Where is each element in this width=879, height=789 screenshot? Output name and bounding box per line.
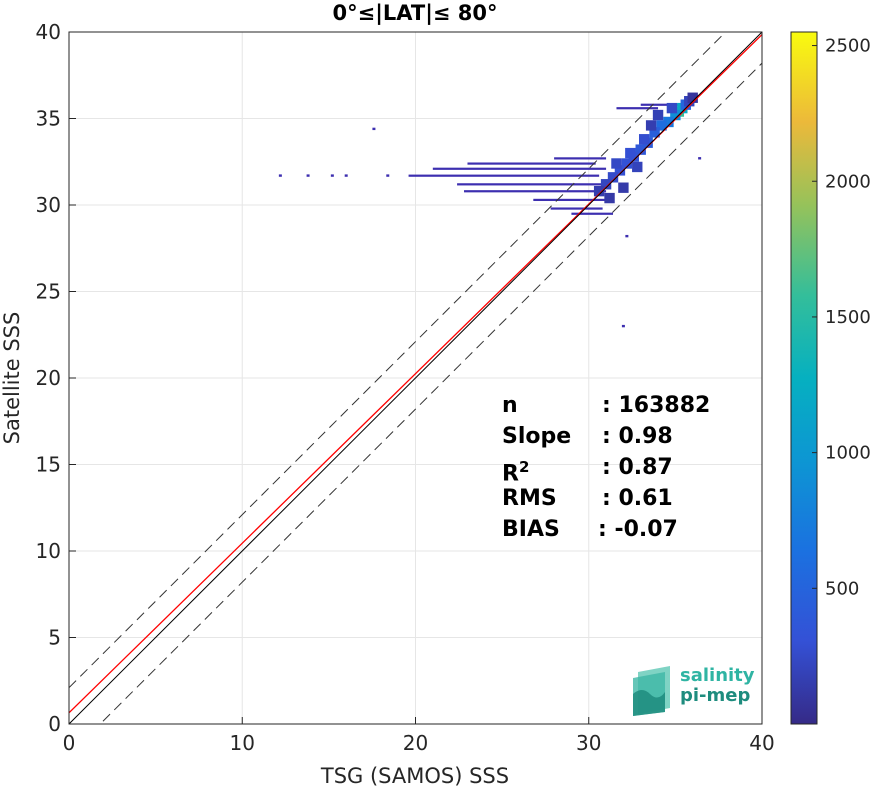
y-tick-label: 0	[48, 712, 61, 736]
density-cell	[663, 116, 674, 128]
density-cell	[666, 102, 678, 114]
stat-value: : -0.07	[598, 517, 678, 542]
stat-key: BIAS	[502, 517, 560, 542]
y-axis-title: Satellite SSS	[0, 312, 24, 445]
identity-line	[69, 32, 762, 724]
density-streak	[550, 207, 603, 210]
density-streak	[432, 167, 607, 170]
density-point	[306, 174, 310, 177]
stat-key-sup: 2	[518, 458, 530, 476]
density-streak	[408, 174, 600, 177]
stat-value: : 0.87	[602, 455, 673, 480]
logo-text-line2: pi-mep	[680, 685, 751, 706]
density-cell	[604, 192, 615, 204]
logo-text-line1: salinity	[680, 665, 755, 686]
density-cell	[649, 127, 660, 138]
colorbar-tick-label: 1000	[825, 443, 871, 464]
stat-value: : 163882	[602, 393, 711, 418]
y-tick-label: 5	[48, 626, 61, 650]
density-streak	[571, 212, 614, 215]
density-point	[625, 234, 629, 238]
density-point	[330, 174, 334, 177]
wave-logo-icon	[633, 666, 670, 716]
density-point	[278, 174, 282, 177]
density-point	[344, 174, 348, 177]
y-tick-label: 40	[36, 20, 61, 44]
density-streak	[457, 183, 610, 186]
density-cell	[670, 109, 681, 121]
lower-bound-dashed-line	[99, 62, 762, 724]
density-cell	[687, 92, 698, 103]
stat-key: Slope	[502, 424, 572, 449]
y-tick-label: 15	[36, 453, 61, 477]
density-cell	[638, 134, 650, 145]
density-cell	[618, 182, 629, 193]
y-tick-label: 30	[36, 193, 61, 217]
density-point	[386, 174, 390, 177]
stat-value: : 0.98	[602, 424, 673, 449]
density-streak	[467, 162, 596, 165]
x-axis-title: TSG (SAMOS) SSS	[320, 764, 509, 788]
density-cell	[600, 179, 612, 190]
stat-key: RMS	[502, 486, 557, 511]
chart-title: 0°≤|LAT|≤ 80°	[332, 1, 497, 26]
density-cell	[656, 120, 667, 131]
axis-ticks: 0 10 20 30 40 0 5 10 15 20 25 30 35 40	[36, 20, 775, 755]
density-cell	[607, 172, 619, 183]
y-tick-label: 10	[36, 539, 61, 563]
salinity-pimep-logo: salinity pi-mep	[630, 664, 760, 716]
x-tick-label: 40	[749, 731, 774, 755]
density-streak	[640, 103, 683, 106]
colorbar-tick-label: 1500	[825, 307, 871, 328]
colorbar-tick-label: 2500	[825, 36, 871, 57]
stat-key: n	[502, 393, 518, 418]
density-streak	[554, 157, 607, 160]
stat-key: R2	[502, 452, 529, 489]
reference-lines	[69, 32, 762, 724]
density-streak	[464, 190, 607, 193]
colorbar-ticks: 500 1000 1500 2000 2500	[812, 36, 871, 599]
density-point	[621, 324, 625, 328]
colorbar	[790, 31, 818, 725]
density-cell	[645, 120, 657, 131]
density-cells	[278, 92, 702, 328]
y-tick-label: 35	[36, 107, 61, 131]
x-tick-label: 0	[63, 731, 76, 755]
density-cell	[611, 158, 622, 169]
density-cell	[635, 144, 646, 155]
density-streak	[616, 107, 659, 110]
colorbar-tick-label: 500	[825, 578, 859, 599]
density-point	[372, 127, 376, 131]
colorbar-tick-label: 2000	[825, 171, 871, 192]
density-cell	[614, 165, 626, 176]
density-cell	[632, 161, 643, 173]
density-cell	[625, 147, 636, 159]
density-cell	[593, 185, 605, 197]
density-cell	[621, 158, 633, 169]
x-tick-label: 20	[403, 731, 428, 755]
x-tick-label: 10	[230, 731, 255, 755]
stat-key-base: R	[502, 461, 519, 487]
density-streak	[533, 198, 610, 202]
x-tick-label: 30	[576, 731, 601, 755]
y-tick-label: 20	[36, 366, 61, 390]
y-tick-label: 25	[36, 280, 61, 304]
stat-value: : 0.61	[602, 486, 673, 511]
upper-bound-dashed-line	[69, 32, 727, 689]
density-cell	[652, 109, 664, 121]
density-point	[698, 157, 702, 160]
